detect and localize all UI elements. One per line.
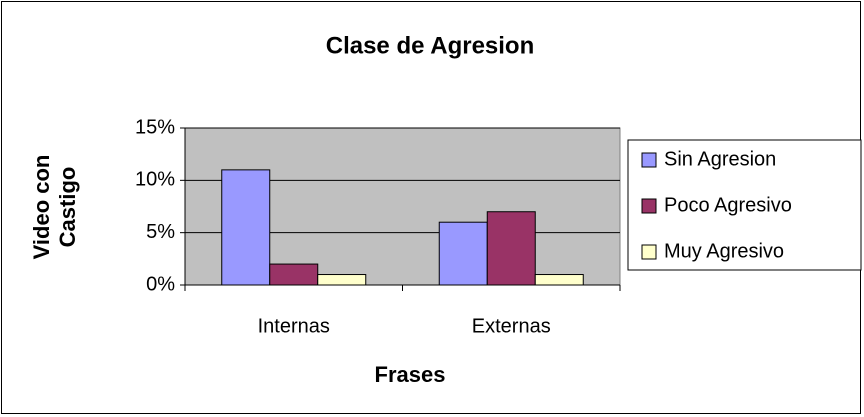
legend-swatch (641, 198, 657, 214)
x-tick-label: Internas (258, 315, 330, 337)
bar (317, 274, 367, 286)
legend-label: Muy Agresivo (664, 240, 784, 262)
y-axis-label: Video con Castigo (29, 155, 80, 260)
y-axis-label-line: Video con (29, 155, 54, 260)
chart-title: Clase de Agresion (326, 32, 535, 59)
bar (269, 263, 319, 286)
bar (534, 274, 584, 286)
x-axis-label: Frases (375, 362, 446, 387)
y-tick-label: 15% (135, 116, 175, 138)
y-tick-label: 10% (135, 169, 175, 191)
legend-swatch (641, 244, 657, 260)
bar (486, 211, 536, 286)
bar (438, 221, 488, 286)
legend-label: Poco Agresivo (664, 194, 792, 216)
y-tick-label: 0% (146, 273, 175, 295)
y-tick-label: 5% (146, 221, 175, 243)
x-tick-label: Externas (472, 315, 551, 337)
legend-box (627, 139, 862, 271)
legend-swatch (641, 152, 657, 168)
legend-label: Sin Agresion (664, 148, 776, 170)
y-axis-label-line: Castigo (55, 167, 80, 248)
bar (221, 169, 271, 286)
